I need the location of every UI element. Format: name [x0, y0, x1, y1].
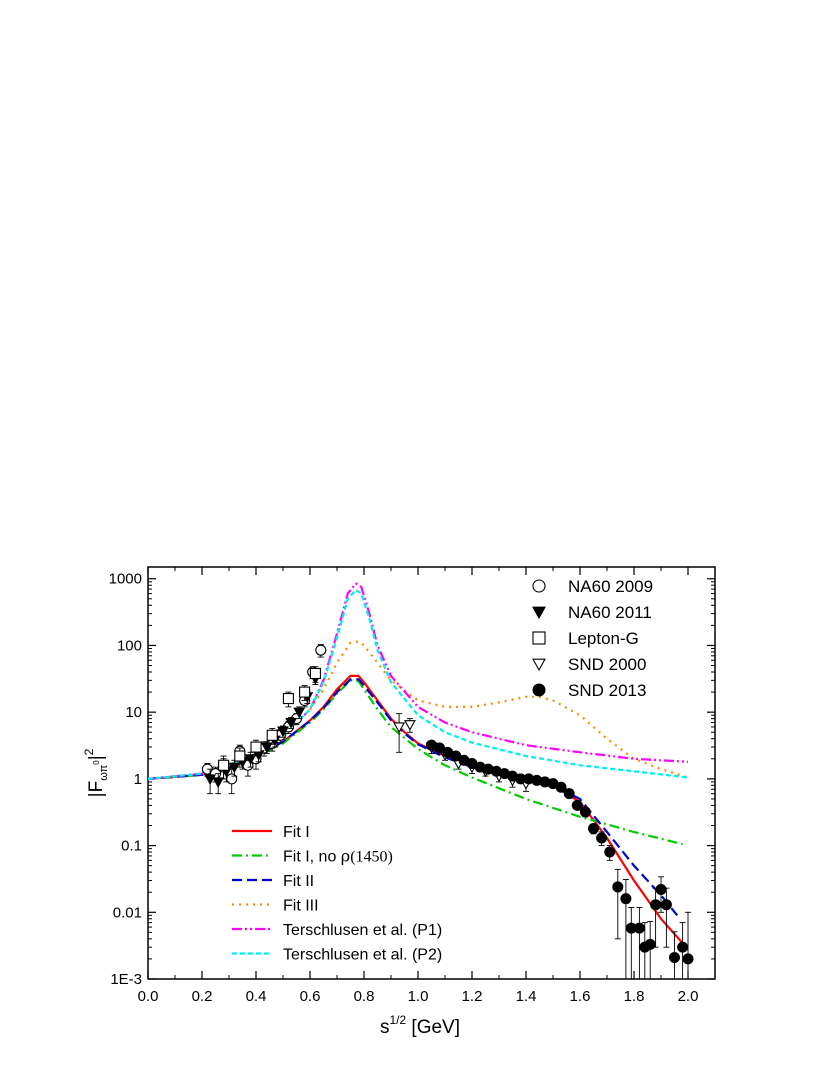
- data-point-series-2: [266, 729, 278, 741]
- data-point-series-4: [571, 799, 583, 811]
- legend-label-fit-1: Fit I, no ρ(1450): [283, 847, 393, 866]
- y-tick-label: 1000: [109, 571, 142, 588]
- x-tick-label: 1.4: [516, 988, 537, 1005]
- legend-marker-data-4: [532, 683, 546, 697]
- data-point-series-1: [293, 707, 306, 719]
- legend-marker-data-2: [532, 631, 546, 645]
- y-tick-label: 10: [125, 704, 142, 721]
- x-tick-label: 0.2: [192, 988, 213, 1005]
- legend-label-fit-2: Fit II: [283, 873, 314, 890]
- legend-label-fit-greek: ρ: [341, 847, 350, 866]
- data-point-series-4: [596, 832, 608, 844]
- legend-data: NA60 2009 NA60 2011 Lepton-G SND 2000 SND 20…: [532, 577, 653, 700]
- legend-label-data-2: Lepton-G: [568, 629, 639, 648]
- data-point-series-4: [633, 922, 645, 934]
- data-point-series-4: [650, 899, 662, 911]
- legend-fits: Fit I Fit I, no ρ(1450) Fit II Fit III Tersc…: [232, 824, 442, 964]
- plot-frame: [147, 566, 716, 980]
- y-tick-label: 100: [117, 637, 142, 654]
- x-axis-label-unit: [GeV]: [406, 1017, 460, 1038]
- y-tick-label: 1E-3: [110, 971, 142, 988]
- data-point-series-4: [604, 846, 616, 858]
- legend-label-data-4: SND 2013: [568, 681, 646, 700]
- legend-label-fit-5: Terschlusen et al. (P2): [283, 947, 442, 964]
- data-point-series-1: [244, 754, 257, 765]
- data-point-series-2: [282, 692, 294, 705]
- data-point-series-1: [277, 726, 289, 738]
- legend-marker-data-3: [532, 658, 546, 672]
- y-axis-label: |Fωπ0|2: [82, 748, 110, 797]
- data-point-series-0: [315, 644, 327, 656]
- data-point-series-4: [677, 941, 689, 953]
- data-point-series-2: [250, 741, 262, 753]
- data-point-series-4: [669, 952, 680, 964]
- data-points: [201, 644, 694, 979]
- legend-label-data-1: NA60 2011: [568, 603, 652, 622]
- legend-label-fit-4: Terschlusen et al. (P1): [283, 922, 442, 939]
- data-point-series-3: [393, 722, 406, 734]
- y-axis-label-sup: 2: [82, 748, 96, 755]
- y-axis-label-sub: ωπ: [98, 764, 110, 780]
- x-tick-label: 0.0: [138, 988, 159, 1005]
- curve-series-0: [148, 674, 689, 950]
- data-point-series-4: [682, 953, 694, 965]
- data-point-series-2: [218, 759, 230, 771]
- data-point-series-1: [212, 777, 225, 789]
- legend-marker-data-0: [532, 579, 546, 593]
- data-point-series-1: [260, 742, 273, 754]
- x-tick-label: 2.0: [678, 988, 699, 1005]
- data-point-series-2: [234, 750, 246, 762]
- x-tick-label: 1.8: [624, 988, 645, 1005]
- data-point-series-2: [299, 686, 311, 698]
- data-point-series-1: [228, 762, 241, 774]
- legend-label-fit-rest: (1450): [350, 849, 393, 866]
- legend-label-fit-0: Fit I: [283, 824, 310, 841]
- x-tick-label: 0.8: [354, 988, 375, 1005]
- x-axis-label: s1/2 [GeV]: [380, 1013, 460, 1038]
- curve-series-1: [148, 679, 683, 846]
- y-tick-label: 1: [134, 771, 142, 788]
- data-point-series-4: [644, 938, 656, 950]
- data-point-series-4: [579, 806, 591, 818]
- x-axis: 0.0 0.2 0.4 0.6 0.8 1.0 1.2 1.4 1.6 1.8 2.0: [138, 567, 716, 1005]
- y-tick-label: 0.1: [121, 838, 142, 855]
- x-axis-label-base: s: [380, 1017, 390, 1038]
- y-axis-label-base: |F: [86, 781, 107, 798]
- y-tick-label: 0.01: [113, 904, 142, 921]
- x-tick-label: 1.6: [570, 988, 591, 1005]
- data-point-series-2: [309, 667, 321, 680]
- y-axis-label-close: |: [86, 755, 107, 760]
- legend-label-data-3: SND 2000: [568, 655, 646, 674]
- data-point-series-4: [620, 893, 632, 905]
- legend-label-data-0: NA60 2009: [568, 577, 653, 596]
- data-point-series-4: [588, 823, 599, 835]
- data-point-series-4: [563, 788, 575, 800]
- legend-marker-data-1: [532, 606, 546, 620]
- data-point-series-4: [555, 781, 567, 793]
- data-point-series-1: [204, 774, 217, 786]
- curve-series-2: [148, 678, 679, 916]
- x-tick-label: 1.0: [408, 988, 429, 1005]
- y-axis-label-subsup: 0: [92, 760, 101, 765]
- data-point-series-4: [655, 883, 667, 895]
- x-tick-label: 0.6: [300, 988, 321, 1005]
- y-axis: 1E-3 0.01 0.1 1 10 100 1000: [109, 571, 715, 988]
- data-point-series-4: [660, 899, 672, 911]
- x-axis-label-sup: 1/2: [389, 1013, 406, 1027]
- legend-label-fit-3: Fit III: [283, 898, 319, 915]
- x-tick-label: 1.2: [462, 988, 483, 1005]
- x-tick-label: 0.4: [246, 988, 267, 1005]
- data-point-series-4: [612, 881, 624, 893]
- data-point-series-3: [403, 720, 416, 731]
- data-point-series-1: [285, 717, 298, 729]
